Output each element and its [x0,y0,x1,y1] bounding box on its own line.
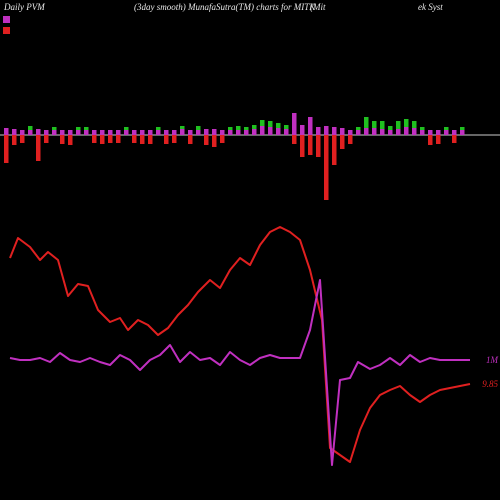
legend-price-label: Price [13,26,33,36]
volume-chart [0,105,500,225]
ticker-text: (Mit [310,2,326,12]
legend-volume: Volume [3,14,40,25]
price-chart: 1M 9.85 [0,210,500,490]
volume-swatch [3,16,10,23]
ticker-right-text: ek Syst [418,2,443,12]
title-text: Daily PVM [4,2,45,12]
price-end-label: 9.85 [482,379,498,389]
subtitle-text: (3day smooth) MunafaSutra(TM) charts for… [134,2,315,12]
legend: Volume Price [3,14,40,36]
legend-volume-label: Volume [13,15,40,25]
price-swatch [3,27,10,34]
momentum-end-label: 1M [486,355,498,365]
legend-price: Price [3,25,40,36]
